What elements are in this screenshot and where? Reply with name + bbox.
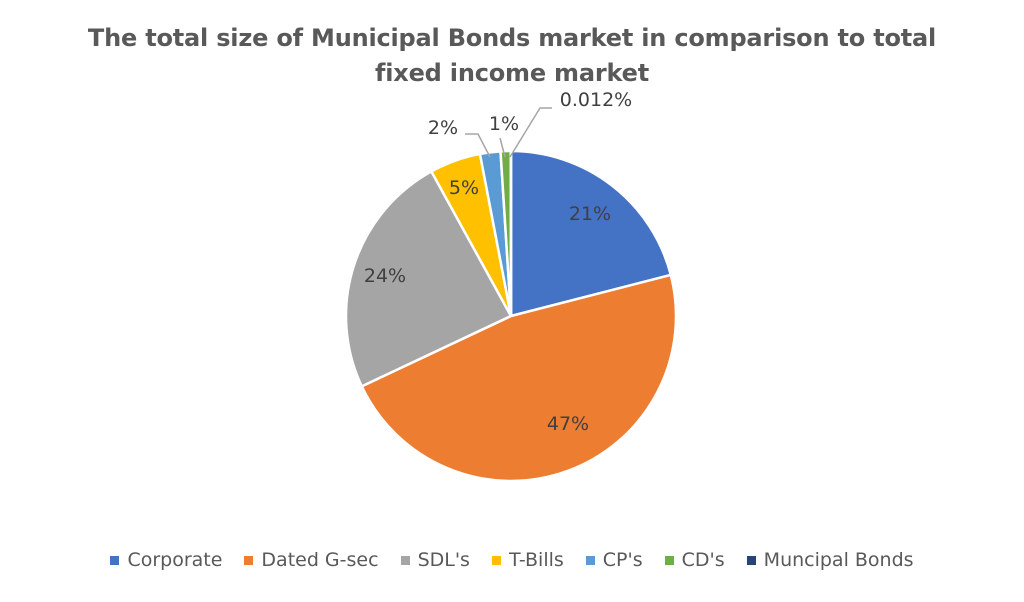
- legend-swatch: [491, 555, 501, 565]
- data-label: 24%: [364, 265, 406, 287]
- legend-label: CP's: [602, 549, 643, 571]
- leader-line: [499, 137, 506, 158]
- pie-slice-dated-g-sec: [360, 273, 678, 483]
- data-label: 0.012%: [560, 89, 632, 111]
- data-label: 5%: [449, 177, 479, 199]
- legend-item: T-Bills: [491, 549, 564, 571]
- leader-line: [465, 133, 491, 158]
- legend-item: CP's: [585, 549, 643, 571]
- pie-slice-sdl-s: [344, 169, 513, 388]
- legend-label: CD's: [681, 549, 725, 571]
- data-label: 1%: [489, 113, 519, 135]
- data-label: 2%: [428, 117, 458, 139]
- legend-item: Muncipal Bonds: [746, 549, 914, 571]
- legend-swatch: [110, 555, 120, 565]
- legend-swatch: [244, 555, 254, 565]
- legend-item: SDL's: [400, 549, 470, 571]
- legend-item: CD's: [664, 549, 725, 571]
- legend-item: Corporate: [110, 549, 222, 571]
- legend-swatch: [746, 555, 756, 565]
- legend-label: Corporate: [127, 549, 223, 571]
- pie-slice-corporate: [509, 149, 673, 318]
- legend-item: Dated G-sec: [244, 549, 379, 571]
- data-label: 21%: [569, 203, 611, 225]
- chart-title-line-2: fixed income market: [375, 59, 649, 87]
- legend-label: SDL's: [417, 549, 470, 571]
- data-label: 47%: [547, 413, 589, 435]
- legend: Corporate Dated G-sec SDL's T-Bills CP's CD's…: [0, 549, 1024, 571]
- legend-label: Muncipal Bonds: [763, 549, 914, 571]
- legend-swatch: [400, 555, 410, 565]
- legend-swatch: [585, 555, 595, 565]
- chart-title-line-1: The total size of Municipal Bonds market…: [87, 24, 937, 52]
- leader-line: [509, 107, 552, 158]
- legend-label: T-Bills: [508, 549, 564, 571]
- legend-label: Dated G-sec: [261, 549, 379, 571]
- legend-swatch: [664, 555, 674, 565]
